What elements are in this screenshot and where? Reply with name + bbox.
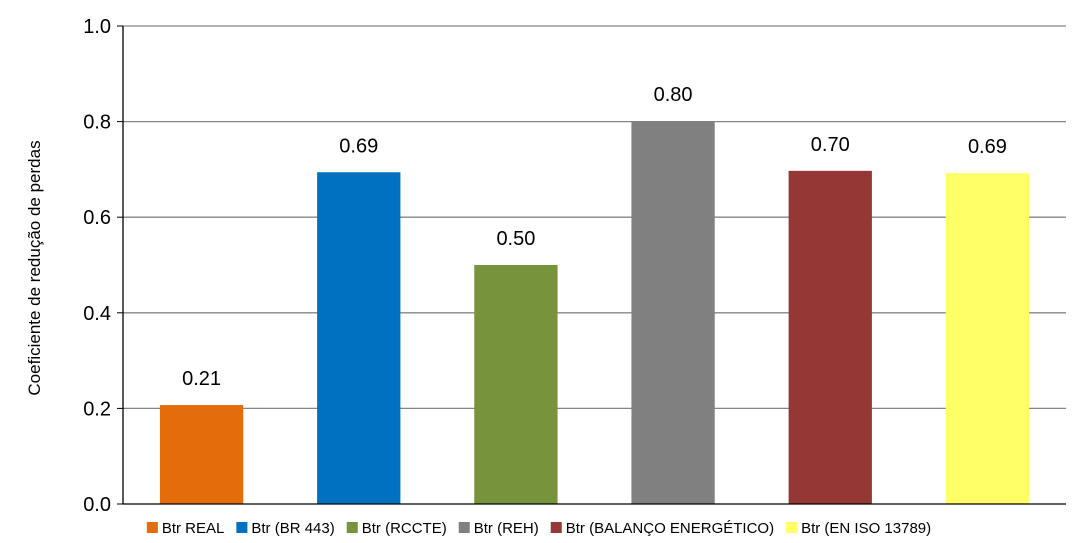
data-label: 0.50 <box>496 228 535 250</box>
legend-item-label: Btr (REH) <box>474 520 539 537</box>
legend-swatch <box>346 522 358 533</box>
bar <box>631 121 715 504</box>
y-axis: 0.0 0.2 0.4 0.6 0.8 1.0 <box>83 16 1066 516</box>
legend-swatch <box>236 522 248 533</box>
bar <box>317 172 401 504</box>
legend-swatch <box>458 522 470 533</box>
bar <box>159 405 244 504</box>
bars <box>159 121 1030 505</box>
data-label: 0.80 <box>654 84 693 106</box>
bar <box>474 265 558 504</box>
y-tick-label: 1.0 <box>83 16 111 38</box>
data-label: 0.69 <box>968 136 1007 158</box>
legend-item-label: Btr REAL <box>162 520 225 537</box>
data-label: 0.70 <box>811 134 850 156</box>
data-label: 0.21 <box>182 368 221 390</box>
data-labels: 0.21 0.69 0.50 0.80 0.70 0.69 <box>182 84 1007 390</box>
bar <box>788 170 872 505</box>
legend-item-label: Btr (RCCTE) <box>362 520 447 537</box>
y-tick-label: 0.4 <box>83 303 111 325</box>
legend: Btr REAL Btr (BR 443) Btr (RCCTE) Btr (REH)… <box>146 520 931 537</box>
legend-swatch <box>550 522 562 533</box>
legend-item-label: Btr (BALANÇO ENERGÉTICO) <box>566 520 774 537</box>
gridlines <box>123 25 1066 410</box>
bar <box>945 173 1030 504</box>
y-axis-label: Coeficiente de redução de perdas <box>25 140 44 395</box>
legend-item-label: Btr (BR 443) <box>251 520 334 537</box>
y-tick-label: 0.2 <box>83 398 111 420</box>
y-tick-label: 0.0 <box>83 494 111 516</box>
y-tick-label: 0.8 <box>83 112 111 134</box>
data-label: 0.69 <box>339 135 378 157</box>
legend-swatch <box>786 522 798 533</box>
y-tick-label: 0.6 <box>83 207 111 229</box>
legend-swatch <box>146 522 158 533</box>
legend-item-label: Btr (EN ISO 13789) <box>801 520 931 537</box>
